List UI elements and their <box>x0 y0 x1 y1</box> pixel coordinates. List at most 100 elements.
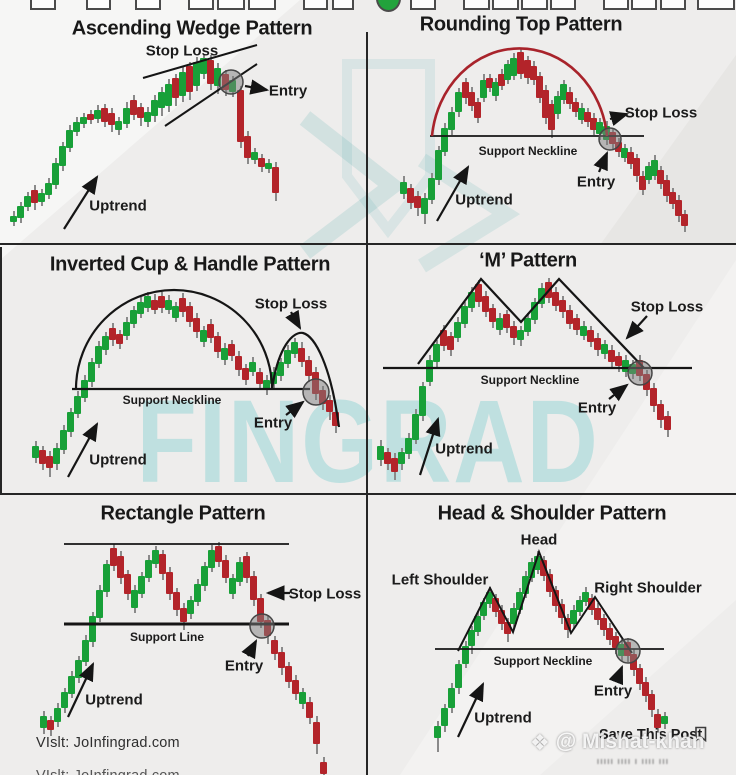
candle-bullish <box>516 592 523 610</box>
candle-bearish <box>552 590 559 606</box>
cutoff-letter-fragment <box>188 0 214 10</box>
candle-bearish <box>222 560 229 578</box>
candle-bearish <box>137 107 144 118</box>
candle-bullish <box>10 216 17 222</box>
bookmark-icon <box>695 726 707 743</box>
candle-bullish <box>528 562 535 578</box>
candle-bullish <box>651 160 658 176</box>
candle-bullish <box>59 146 66 166</box>
candle-bearish <box>536 76 543 98</box>
candle-bearish <box>130 100 137 115</box>
candle-bearish <box>650 388 657 406</box>
candle-bearish <box>546 574 553 592</box>
candle-bearish <box>636 668 643 684</box>
candle-bearish <box>669 192 676 204</box>
candle-bullish <box>102 336 109 350</box>
candle-bullish <box>38 193 45 202</box>
candle-bullish <box>131 590 138 608</box>
candle-bullish <box>496 318 503 330</box>
head-shoulder-label-right-shoulder: Right Shoulder <box>594 579 702 597</box>
candle-bearish <box>214 336 221 352</box>
candle-bullish <box>60 430 67 450</box>
annotation-arrow <box>436 165 470 222</box>
candle-bullish <box>193 62 200 86</box>
candle-bullish <box>531 302 538 320</box>
candle-bullish <box>621 148 628 158</box>
entry-point-circle <box>249 613 275 639</box>
candle-bullish <box>480 602 487 616</box>
candle-bullish <box>200 58 207 74</box>
candle-bearish <box>244 136 251 158</box>
candle-bearish <box>108 113 115 125</box>
candle-bearish <box>407 188 414 203</box>
candle-bullish <box>468 630 475 646</box>
candle-bullish <box>138 576 145 594</box>
pattern-outline <box>430 47 609 137</box>
candle-bullish <box>504 64 511 80</box>
candle-bearish <box>332 412 339 426</box>
rectangle-label-uptrend: Uptrend <box>85 691 143 709</box>
entry-point-circle <box>627 360 653 386</box>
candle-bearish <box>256 372 263 384</box>
candle-bullish <box>236 562 243 582</box>
candle-bearish <box>124 574 131 594</box>
m-pattern-label-stop-loss: Stop Loss <box>630 298 704 316</box>
candle-bullish <box>144 296 151 308</box>
ascending-wedge-label-stop-loss: Stop Loss <box>145 42 219 60</box>
rectangle-label-entry: Entry <box>224 657 264 675</box>
candle-bearish <box>326 400 333 412</box>
ascending-wedge-title: Ascending Wedge Pattern <box>71 17 313 40</box>
candle-bearish <box>657 170 664 184</box>
candle-bearish <box>559 300 566 312</box>
candle-bearish <box>258 158 265 167</box>
cutoff-letter-fragment <box>332 0 354 10</box>
candle-bullish <box>434 726 441 738</box>
candle-bullish <box>103 564 110 592</box>
candle-bullish <box>454 322 461 338</box>
candle-bullish <box>45 183 52 195</box>
candle-bullish <box>115 121 122 130</box>
cutoff-letter-fragment <box>217 0 245 10</box>
candle-bullish <box>54 708 61 722</box>
candle-bullish <box>73 122 80 132</box>
candle-bullish <box>299 692 306 704</box>
candle-bullish <box>284 350 291 364</box>
candle-bearish <box>642 682 649 696</box>
candle-bearish <box>242 368 249 380</box>
pattern-outline <box>457 549 633 654</box>
candle-bullish <box>165 300 172 310</box>
candle-bearish <box>462 82 469 98</box>
visit-link-text-clipped: VIslt: JoInfingrad.com <box>36 768 180 775</box>
candle-bearish <box>503 314 510 328</box>
candle-bearish <box>510 326 517 338</box>
candle-bullish <box>151 100 158 116</box>
entry-point-circle <box>598 127 622 151</box>
candle-bearish <box>675 200 682 216</box>
grid-divider-row1 <box>0 243 736 245</box>
candle-bullish <box>377 446 384 460</box>
candle-bullish <box>474 616 481 632</box>
candle-bullish <box>405 438 412 454</box>
candle-bullish <box>123 108 130 124</box>
candle-bullish <box>622 360 629 372</box>
candle-bearish <box>391 458 398 472</box>
candle-bullish <box>441 128 448 152</box>
candle-bearish <box>612 636 619 648</box>
grid-divider-row2 <box>0 493 736 495</box>
candle-bullish <box>66 130 73 148</box>
candle-bullish <box>433 344 440 362</box>
inverted-cup-handle-label-support-neckline: Support Neckline <box>122 393 222 407</box>
candle-bearish <box>540 560 547 576</box>
candle-bearish <box>243 556 250 578</box>
cutoff-letter-fragment <box>410 0 436 10</box>
candle-bullish <box>74 396 81 414</box>
candle-bullish <box>221 348 228 360</box>
annotation-arrow <box>285 400 305 419</box>
candle-bearish <box>474 102 481 118</box>
annotation-arrow <box>608 111 630 127</box>
